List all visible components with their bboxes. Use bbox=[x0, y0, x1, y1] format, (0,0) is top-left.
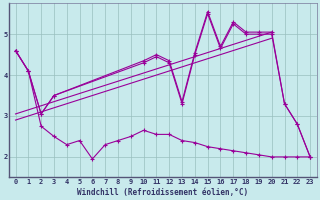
X-axis label: Windchill (Refroidissement éolien,°C): Windchill (Refroidissement éolien,°C) bbox=[77, 188, 248, 197]
